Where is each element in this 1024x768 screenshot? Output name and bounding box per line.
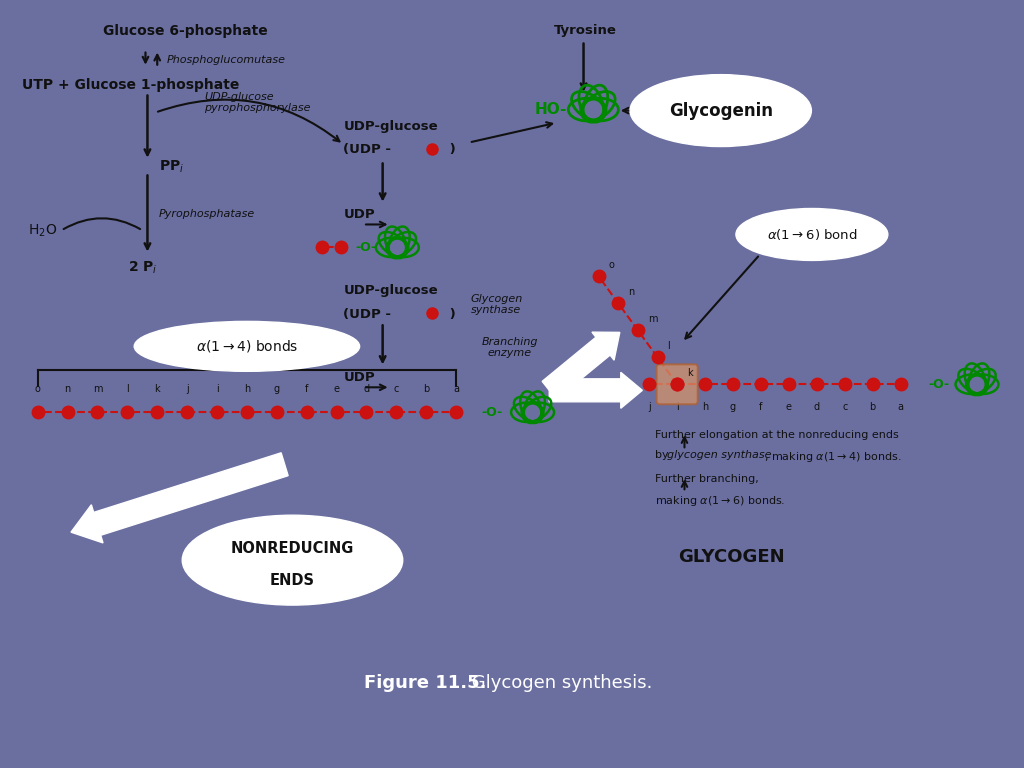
Text: HO-: HO- xyxy=(535,102,567,117)
Text: ): ) xyxy=(445,308,456,321)
Text: i: i xyxy=(216,384,218,394)
Text: h: h xyxy=(244,384,250,394)
Text: Glycogen synthesis.: Glycogen synthesis. xyxy=(466,674,652,693)
FancyArrow shape xyxy=(542,332,620,399)
Text: , making $\alpha$(1$\rightarrow$4) bonds.: , making $\alpha$(1$\rightarrow$4) bonds… xyxy=(764,450,901,464)
Text: m: m xyxy=(648,314,657,324)
Text: n: n xyxy=(65,384,71,394)
Text: Figure 11.5.: Figure 11.5. xyxy=(364,674,486,693)
Text: b: b xyxy=(869,402,876,412)
Ellipse shape xyxy=(134,321,359,371)
Text: j: j xyxy=(185,384,188,394)
Text: Further branching,: Further branching, xyxy=(655,474,759,485)
Text: -O-: -O- xyxy=(355,241,377,254)
Text: l: l xyxy=(668,341,670,351)
Text: ): ) xyxy=(445,143,456,156)
Text: Further elongation at the nonreducing ends: Further elongation at the nonreducing en… xyxy=(655,430,899,440)
Text: ENDS: ENDS xyxy=(270,573,315,588)
Text: n: n xyxy=(628,287,635,297)
Text: a: a xyxy=(454,384,459,394)
Text: m: m xyxy=(93,384,102,394)
Text: o: o xyxy=(608,260,614,270)
Text: UDP-glucose
pyrophosphorylase: UDP-glucose pyrophosphorylase xyxy=(204,92,310,114)
Text: j: j xyxy=(648,402,650,412)
Text: e: e xyxy=(785,402,792,412)
Text: g: g xyxy=(273,384,280,394)
Text: Branching
enzyme: Branching enzyme xyxy=(481,336,539,358)
Text: Phosphoglucomutase: Phosphoglucomutase xyxy=(167,55,286,65)
Text: making $\alpha$(1$\rightarrow$6) bonds.: making $\alpha$(1$\rightarrow$6) bonds. xyxy=(655,494,785,508)
FancyArrow shape xyxy=(71,453,288,543)
Text: 2 P$_i$: 2 P$_i$ xyxy=(128,260,158,276)
Text: by: by xyxy=(655,450,672,460)
Text: d: d xyxy=(364,384,370,394)
Text: g: g xyxy=(730,402,736,412)
Text: GLYCOGEN: GLYCOGEN xyxy=(679,548,785,566)
Text: c: c xyxy=(393,384,399,394)
Text: H$_2$O: H$_2$O xyxy=(28,222,57,239)
Text: o: o xyxy=(35,384,41,394)
Text: -O-: -O- xyxy=(481,406,503,419)
Text: UDP-glucose: UDP-glucose xyxy=(343,120,438,133)
Text: i: i xyxy=(676,402,679,412)
Text: c: c xyxy=(842,402,848,412)
Text: f: f xyxy=(759,402,763,412)
Text: UDP: UDP xyxy=(343,371,375,384)
Text: -O-: -O- xyxy=(928,378,949,391)
Text: PP$_i$: PP$_i$ xyxy=(159,158,184,175)
FancyBboxPatch shape xyxy=(656,364,697,404)
Ellipse shape xyxy=(182,515,402,605)
Text: e: e xyxy=(334,384,340,394)
Text: Glycogen
synthase: Glycogen synthase xyxy=(471,293,523,315)
Text: (UDP -: (UDP - xyxy=(343,308,391,321)
FancyArrow shape xyxy=(549,372,642,409)
Text: l: l xyxy=(126,384,129,394)
Ellipse shape xyxy=(736,208,888,260)
Text: d: d xyxy=(814,402,820,412)
Text: k: k xyxy=(687,369,692,379)
Text: Pyrophosphatase: Pyrophosphatase xyxy=(159,210,255,220)
Text: NONREDUCING: NONREDUCING xyxy=(230,541,354,556)
Text: UTP + Glucose 1-phosphate: UTP + Glucose 1-phosphate xyxy=(22,78,240,91)
Text: h: h xyxy=(701,402,709,412)
Text: k: k xyxy=(155,384,160,394)
Text: Tyrosine: Tyrosine xyxy=(554,24,617,37)
Text: $\alpha$(1$\rightarrow$6) bond: $\alpha$(1$\rightarrow$6) bond xyxy=(767,227,857,242)
Ellipse shape xyxy=(630,74,811,147)
Text: b: b xyxy=(423,384,429,394)
Text: a: a xyxy=(898,402,903,412)
Text: Glycogenin: Glycogenin xyxy=(669,101,773,120)
Text: UDP: UDP xyxy=(343,208,375,221)
Text: (UDP -: (UDP - xyxy=(343,143,391,156)
Text: glycogen synthase: glycogen synthase xyxy=(667,450,771,460)
Text: UDP-glucose: UDP-glucose xyxy=(343,284,438,297)
Text: Glucose 6-phosphate: Glucose 6-phosphate xyxy=(103,24,268,38)
Text: $\alpha$(1$\rightarrow$4) bonds: $\alpha$(1$\rightarrow$4) bonds xyxy=(196,339,298,354)
Text: f: f xyxy=(305,384,308,394)
